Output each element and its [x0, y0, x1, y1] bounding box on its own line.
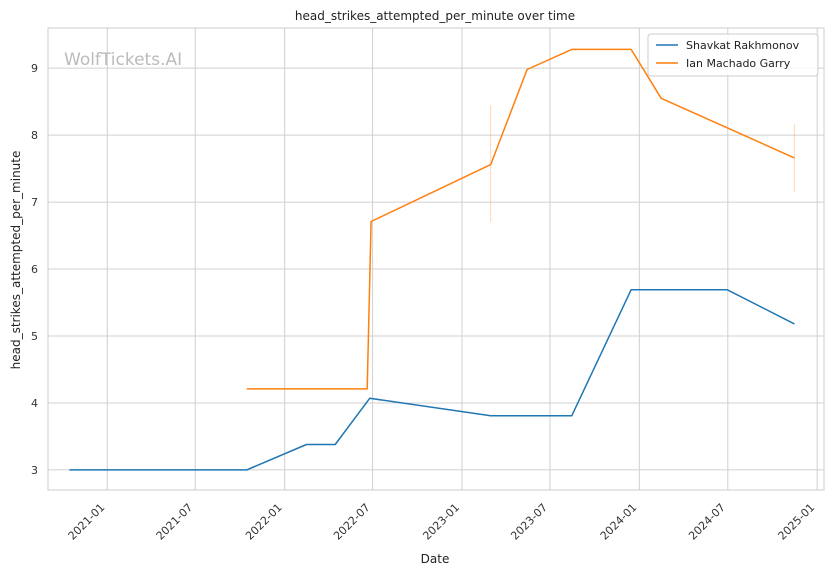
chart-title: head_strikes_attempted_per_minute over t…	[295, 9, 575, 23]
x-tick-label: 2022-07	[331, 501, 373, 543]
series-layer	[69, 48, 795, 471]
x-tick-label: 2022-01	[243, 501, 285, 543]
grid-lines	[48, 28, 824, 490]
x-tick-label: 2021-01	[66, 501, 108, 543]
x-tick-label: 2023-07	[508, 501, 550, 543]
legend-label: Ian Machado Garry	[686, 57, 791, 70]
y-tick-label: 9	[31, 62, 38, 75]
x-tick-label: 2025-01	[776, 501, 818, 543]
y-tick-label: 8	[31, 129, 38, 142]
legend: Shavkat Rakhmonov Ian Machado Garry	[647, 33, 819, 77]
y-tick-label: 3	[31, 464, 38, 477]
x-tick-label: 2021-07	[154, 501, 196, 543]
series-line-0	[69, 289, 795, 471]
x-tick-label: 2023-01	[420, 501, 462, 543]
y-tick-label: 6	[31, 263, 38, 276]
plot-frame	[47, 27, 825, 491]
x-tick-label: 2024-07	[686, 501, 728, 543]
y-tick-label: 5	[31, 330, 38, 343]
x-tick-label: 2024-01	[598, 501, 640, 543]
y-tick-label: 4	[31, 397, 38, 410]
y-axis-label: head_strikes_attempted_per_minute	[9, 151, 23, 370]
y-axis-ticks: 3 4 5 6 7 8 9	[31, 62, 38, 477]
x-axis-label: Date	[421, 552, 450, 566]
series-line-1	[246, 48, 795, 390]
legend-box	[647, 33, 819, 77]
legend-label: Shavkat Rakhmonov	[686, 39, 800, 52]
x-axis-ticks: 2021-01 2021-07 2022-01 2022-07 2023-01 2023-…	[66, 501, 818, 543]
watermark-text: WolfTickets.AI	[64, 50, 182, 70]
y-tick-label: 7	[31, 196, 38, 209]
